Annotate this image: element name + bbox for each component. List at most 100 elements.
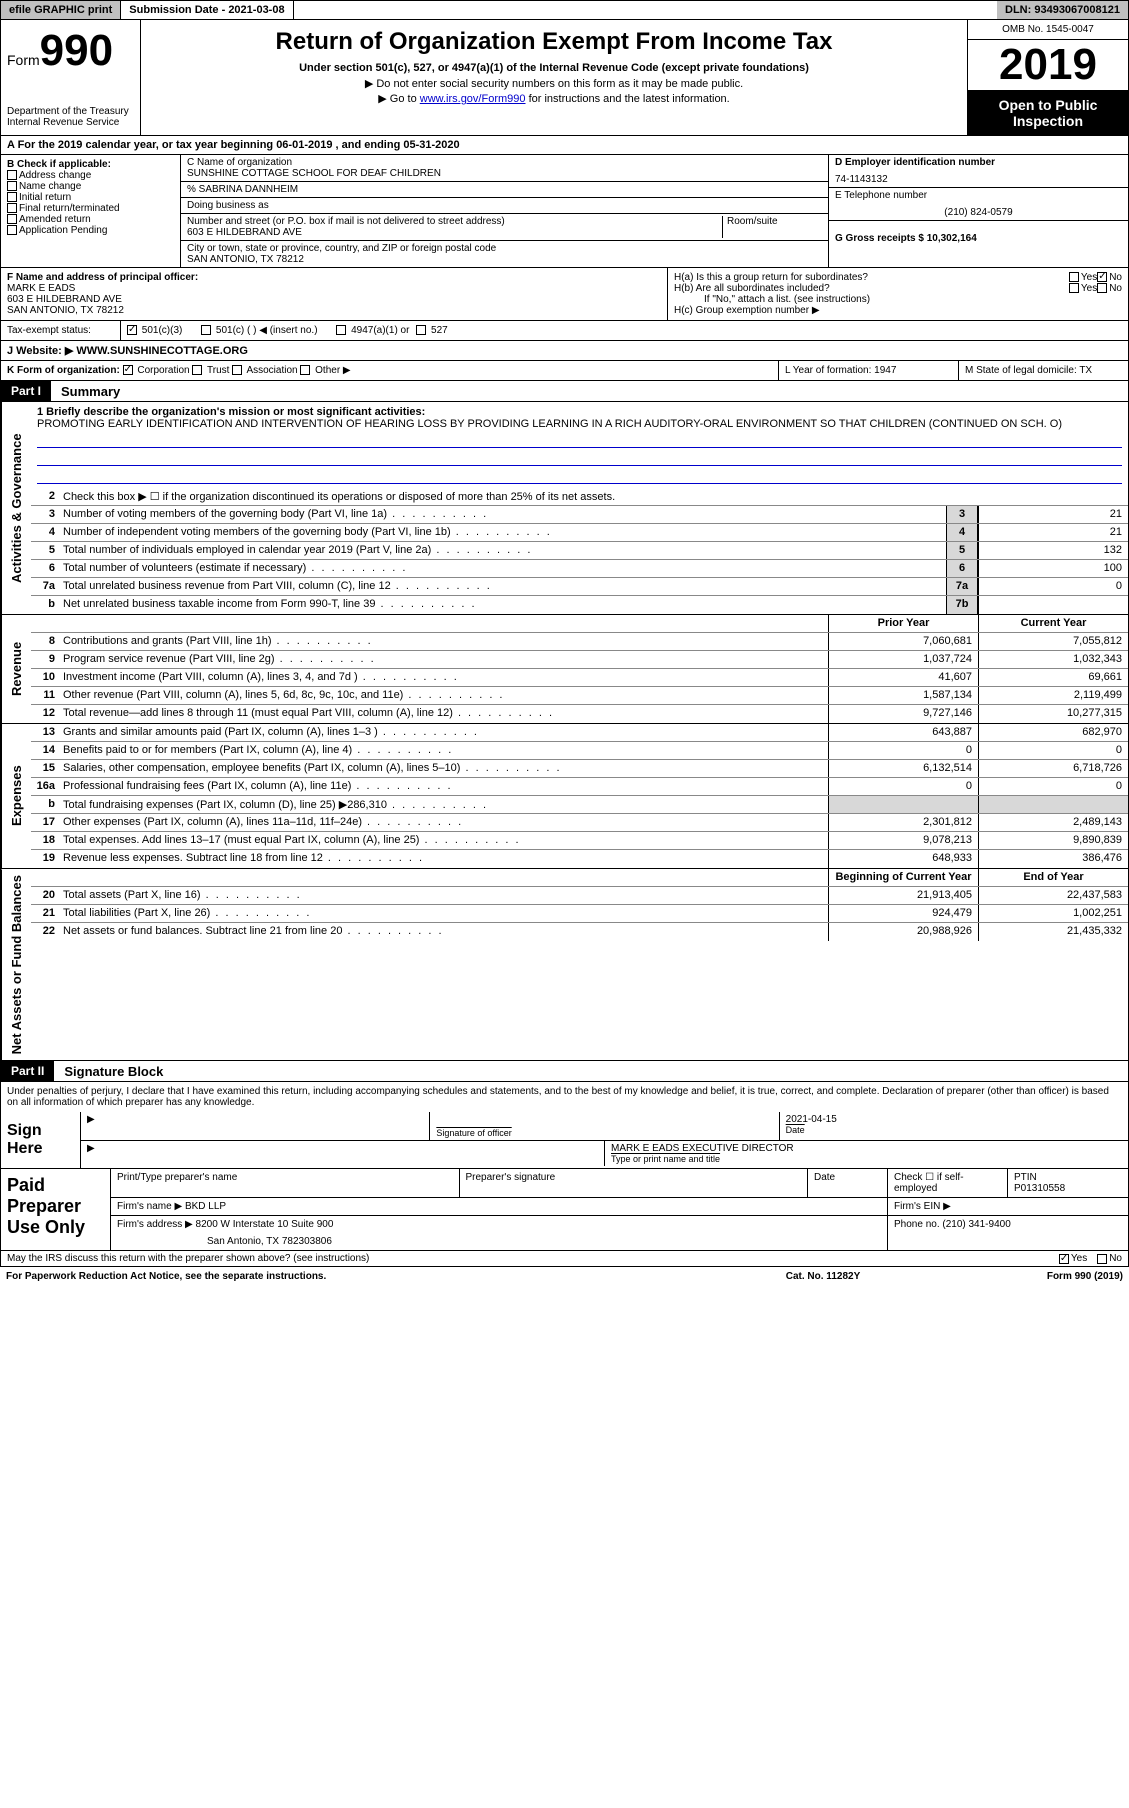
ptin-val: P01310558	[1014, 1183, 1122, 1194]
line-lbl: 4	[946, 524, 978, 541]
arrow-icon: ▶	[81, 1141, 605, 1166]
line-val	[978, 596, 1128, 614]
dln: DLN: 93493067008121	[997, 1, 1128, 19]
section-b-header: B Check if applicable:	[7, 159, 174, 170]
firm-phone: Phone no. (210) 341-9400	[888, 1216, 1128, 1250]
part2-label: Part II	[1, 1061, 54, 1081]
section-m: M State of legal domicile: TX	[958, 361, 1128, 380]
mission-ul2	[37, 452, 1122, 466]
revenue-line: 10 Investment income (Part VIII, column …	[31, 669, 1128, 687]
ptin-lbl: PTIN	[1014, 1172, 1122, 1183]
part1-label: Part I	[1, 381, 51, 401]
sign-here-label: Sign Here	[1, 1112, 81, 1168]
preparer-label: Paid Preparer Use Only	[1, 1169, 111, 1250]
opt-501c: 501(c) ( ) ◀ (insert no.)	[201, 325, 317, 336]
opt-4947: 4947(a)(1) or	[336, 325, 409, 336]
prior-val: 924,479	[828, 905, 978, 922]
curr-val: 9,890,839	[978, 832, 1128, 849]
line-num: b	[31, 596, 59, 614]
line-desc: Number of voting members of the governin…	[59, 506, 946, 523]
line-desc: Net unrelated business taxable income fr…	[59, 596, 946, 614]
line-desc: Number of independent voting members of …	[59, 524, 946, 541]
expenses-block: Expenses 13 Grants and similar amounts p…	[0, 724, 1129, 869]
form-prefix: Form	[7, 52, 40, 68]
omb-number: OMB No. 1545-0047	[968, 20, 1128, 40]
line-desc: Total assets (Part X, line 16)	[59, 887, 828, 904]
hb-note: If "No," attach a list. (see instruction…	[674, 294, 1122, 305]
taxexempt-row: Tax-exempt status: 501(c)(3) 501(c) ( ) …	[0, 321, 1129, 341]
blank	[31, 869, 59, 886]
prep-ptin: PTIN P01310558	[1008, 1169, 1128, 1197]
prior-val: 648,933	[828, 850, 978, 868]
activity-line: 7a Total unrelated business revenue from…	[31, 578, 1128, 596]
curr-val: 682,970	[978, 724, 1128, 741]
addr-lbl: Number and street (or P.O. box if mail i…	[187, 216, 722, 227]
line-num: 16a	[31, 778, 59, 795]
form-subtitle: Under section 501(c), 527, or 4947(a)(1)…	[145, 60, 963, 76]
j-lbl: J Website: ▶	[7, 345, 73, 357]
line-num: b	[31, 796, 59, 813]
activity-line: 4 Number of independent voting members o…	[31, 524, 1128, 542]
tax-year-row: A For the 2019 calendar year, or tax yea…	[0, 136, 1129, 155]
chk-amended: Amended return	[7, 214, 174, 225]
line2-desc: Check this box ▶ ☐ if the organization d…	[59, 488, 1128, 505]
line-desc: Total number of individuals employed in …	[59, 542, 946, 559]
prep-name-lbl: Print/Type preparer's name	[111, 1169, 460, 1197]
header-left: Form990 Department of the Treasury Inter…	[1, 20, 141, 135]
line-desc: Contributions and grants (Part VIII, lin…	[59, 633, 828, 650]
chk-name: Name change	[7, 181, 174, 192]
section-h: H(a) Is this a group return for subordin…	[668, 268, 1128, 320]
line-desc: Total number of volunteers (estimate if …	[59, 560, 946, 577]
boy-hd: Beginning of Current Year	[828, 869, 978, 886]
line-lbl: 5	[946, 542, 978, 559]
section-i-lbl: Tax-exempt status:	[1, 321, 121, 340]
curr-val: 2,119,499	[978, 687, 1128, 704]
firm-addr-lbl: Firm's address ▶	[117, 1219, 193, 1230]
chk-pending: Application Pending	[7, 225, 174, 236]
mission-lbl: 1 Briefly describe the organization's mi…	[37, 406, 1122, 418]
curr-val: 386,476	[978, 850, 1128, 868]
mission-ul1	[37, 434, 1122, 448]
curr-val: 22,437,583	[978, 887, 1128, 904]
blank	[31, 615, 59, 632]
open-public: Open to Public Inspection	[968, 91, 1128, 135]
line-num: 12	[31, 705, 59, 723]
eoy-hd: End of Year	[978, 869, 1128, 886]
expense-line: 14 Benefits paid to or for members (Part…	[31, 742, 1128, 760]
sig-line1: ▶ Signature of officer 2021-04-15 Date	[81, 1112, 1128, 1141]
ha-no: No	[1097, 272, 1122, 283]
sig-name: MARK E EADS EXECUTIVE DIRECTOR Type or p…	[605, 1141, 1128, 1166]
line-num: 3	[31, 506, 59, 523]
sign-right: ▶ Signature of officer 2021-04-15 Date ▶…	[81, 1112, 1128, 1168]
line-val: 100	[978, 560, 1128, 577]
hb-no: No	[1097, 283, 1122, 294]
city-val: SAN ANTONIO, TX 78212	[187, 254, 822, 265]
revenue-line: 9 Program service revenue (Part VIII, li…	[31, 651, 1128, 669]
blank	[59, 615, 828, 632]
part2-title: Signature Block	[54, 1064, 163, 1079]
sig-name-val: MARK E EADS EXECUTIVE DIRECTOR	[611, 1143, 1122, 1154]
prior-val: 7,060,681	[828, 633, 978, 650]
j-val: WWW.SUNSHINECOTTAGE.ORG	[76, 345, 248, 357]
prior-val: 20,988,926	[828, 923, 978, 941]
line-val: 21	[978, 506, 1128, 523]
curr-val: 1,002,251	[978, 905, 1128, 922]
net-header-row: Beginning of Current Year End of Year	[31, 869, 1128, 887]
line-val: 0	[978, 578, 1128, 595]
section-k: K Form of organization: Corporation Trus…	[1, 361, 778, 380]
korg-row: K Form of organization: Corporation Trus…	[0, 361, 1129, 381]
line-num: 4	[31, 524, 59, 541]
prep-row2: Firm's name ▶ BKD LLP Firm's EIN ▶	[111, 1198, 1128, 1216]
activities-lines: 1 Briefly describe the organization's mi…	[31, 402, 1128, 614]
line-num: 7a	[31, 578, 59, 595]
prior-val: 41,607	[828, 669, 978, 686]
city-lbl: City or town, state or province, country…	[187, 243, 822, 254]
org-name-lbl: C Name of organization	[187, 157, 822, 168]
prior-val: 21,913,405	[828, 887, 978, 904]
curr-val: 69,661	[978, 669, 1128, 686]
line-num: 14	[31, 742, 59, 759]
discuss-no: No	[1097, 1253, 1122, 1264]
revenue-block: Revenue Prior Year Current Year 8 Contri…	[0, 615, 1129, 724]
note-link: ▶ Go to www.irs.gov/Form990 for instruct…	[145, 91, 963, 106]
irs-link[interactable]: www.irs.gov/Form990	[420, 93, 526, 105]
